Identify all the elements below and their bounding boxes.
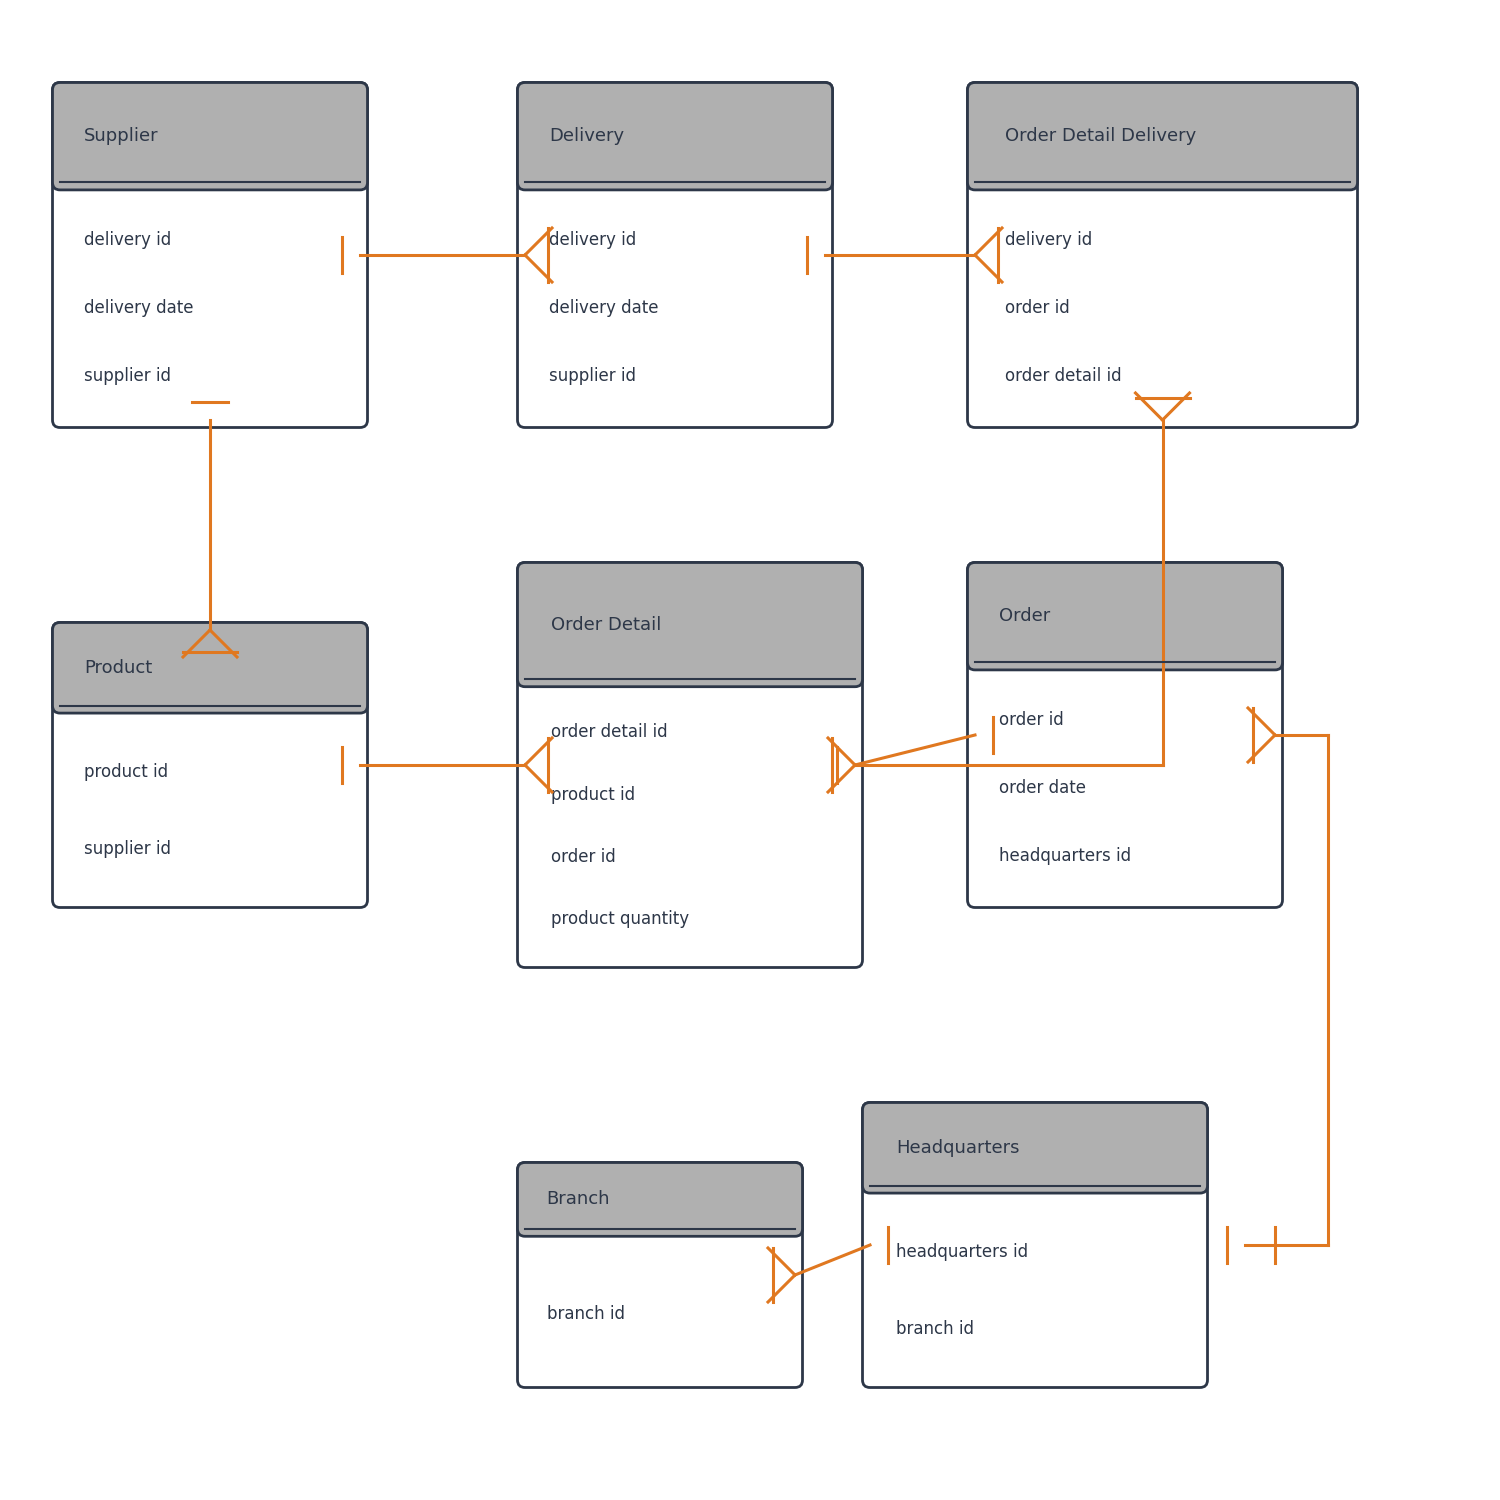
FancyBboxPatch shape [968, 82, 1358, 428]
Text: delivery id: delivery id [1005, 231, 1092, 249]
Text: delivery date: delivery date [549, 298, 658, 316]
Text: delivery id: delivery id [549, 231, 636, 249]
Text: order detail id: order detail id [1005, 368, 1122, 386]
FancyBboxPatch shape [53, 82, 368, 190]
Text: order id: order id [552, 847, 616, 865]
Text: delivery id: delivery id [84, 231, 171, 249]
Text: headquarters id: headquarters id [999, 847, 1131, 865]
FancyBboxPatch shape [518, 82, 833, 190]
Text: order date: order date [999, 778, 1086, 796]
FancyBboxPatch shape [968, 562, 1282, 670]
Text: Order Detail: Order Detail [552, 615, 662, 633]
Text: order id: order id [999, 711, 1064, 729]
FancyBboxPatch shape [518, 562, 862, 968]
FancyBboxPatch shape [518, 562, 862, 687]
Text: Delivery: Delivery [549, 128, 624, 146]
Text: Product: Product [84, 658, 153, 676]
FancyBboxPatch shape [968, 82, 1358, 190]
Text: order detail id: order detail id [552, 723, 668, 741]
Text: product id: product id [552, 786, 636, 804]
Text: Order Detail Delivery: Order Detail Delivery [1005, 128, 1197, 146]
Text: supplier id: supplier id [84, 368, 171, 386]
Text: product quantity: product quantity [552, 910, 690, 928]
FancyBboxPatch shape [53, 622, 368, 712]
FancyBboxPatch shape [53, 82, 368, 428]
FancyBboxPatch shape [862, 1102, 1208, 1192]
Text: branch id: branch id [897, 1320, 975, 1338]
Text: product id: product id [84, 762, 168, 780]
Text: supplier id: supplier id [549, 368, 636, 386]
FancyBboxPatch shape [518, 82, 833, 428]
Text: order id: order id [1005, 298, 1070, 316]
FancyBboxPatch shape [968, 562, 1282, 908]
Text: Headquarters: Headquarters [897, 1138, 1020, 1156]
Text: Branch: Branch [546, 1191, 610, 1209]
Text: supplier id: supplier id [84, 840, 171, 858]
Text: Order: Order [999, 608, 1050, 625]
Text: Supplier: Supplier [84, 128, 159, 146]
Text: headquarters id: headquarters id [897, 1242, 1029, 1260]
Text: delivery date: delivery date [84, 298, 194, 316]
FancyBboxPatch shape [53, 622, 368, 908]
Text: branch id: branch id [546, 1305, 624, 1323]
FancyBboxPatch shape [518, 1162, 803, 1388]
FancyBboxPatch shape [518, 1162, 803, 1236]
FancyBboxPatch shape [862, 1102, 1208, 1388]
